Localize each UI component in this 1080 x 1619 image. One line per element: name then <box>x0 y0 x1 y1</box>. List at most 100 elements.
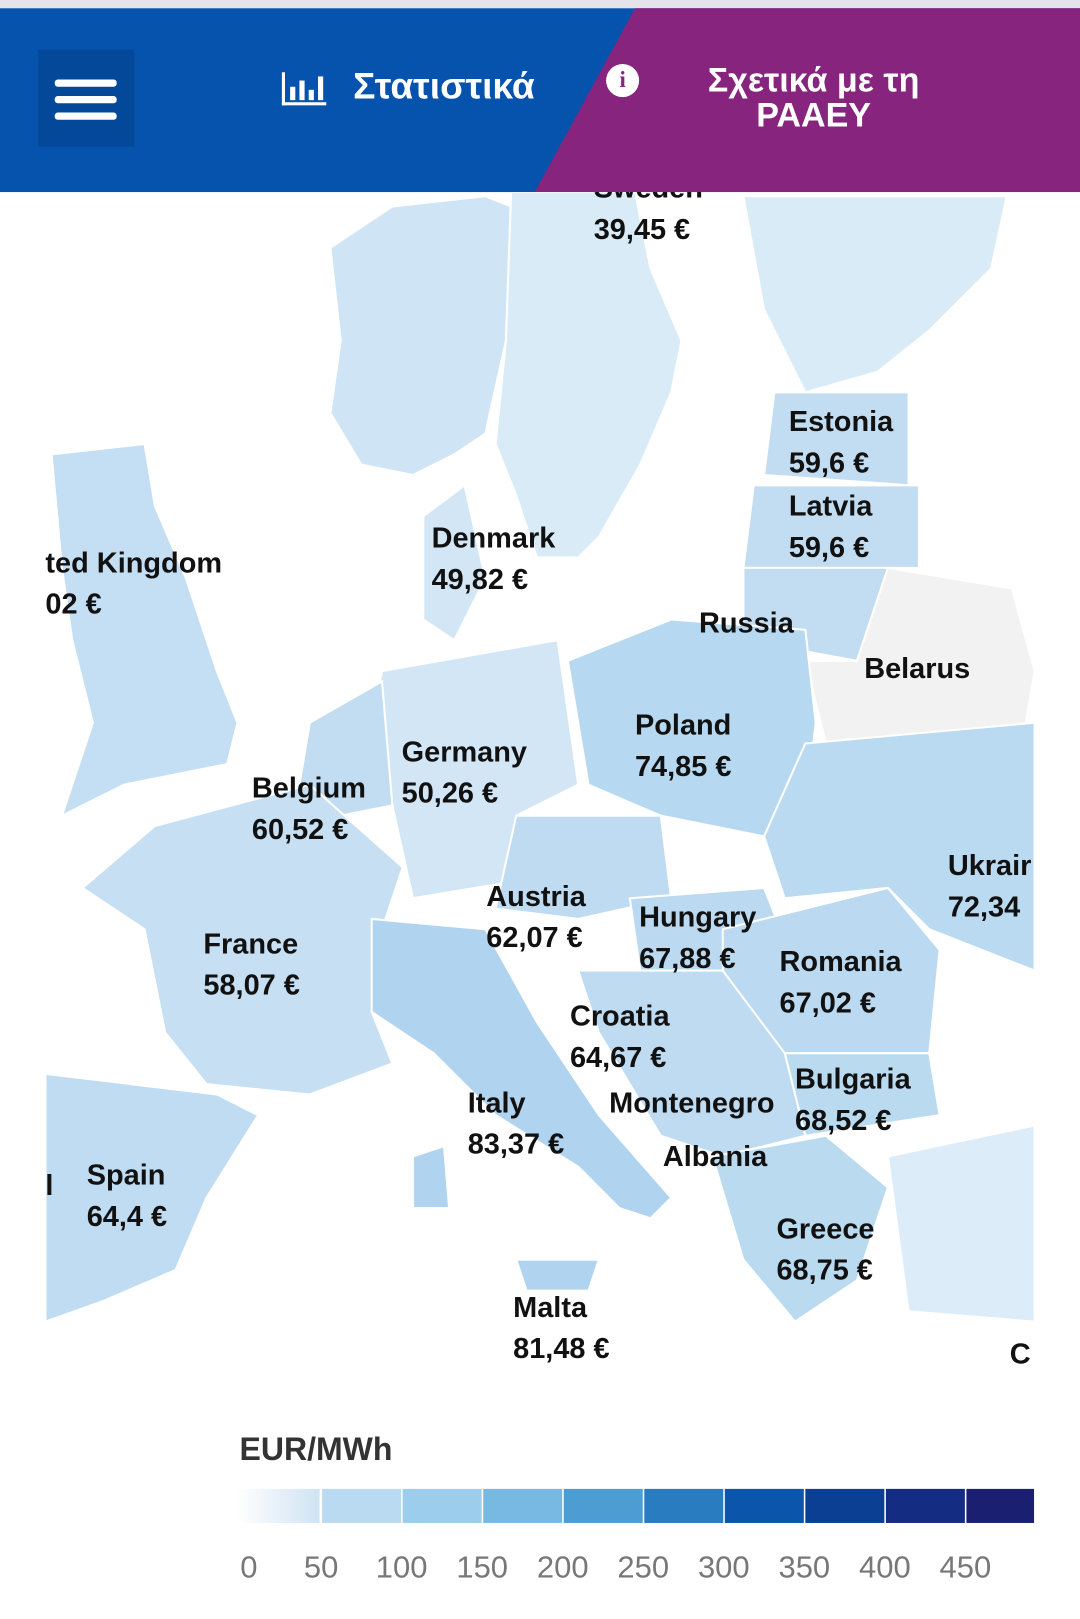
country-name: Bulgaria <box>795 1064 912 1096</box>
country-name: Estonia <box>789 406 894 438</box>
legend-tick-label: 300 <box>698 1550 750 1585</box>
country-name: Italy <box>468 1087 526 1119</box>
legend-segment <box>237 1488 320 1523</box>
country-name: Romania <box>780 946 903 978</box>
nav-about[interactable]: Σχετικά με τη <box>708 62 920 100</box>
legend-tick-label: 200 <box>537 1550 589 1585</box>
country-shape <box>762 721 1035 972</box>
country-shape <box>742 195 1008 394</box>
info-glyph: i <box>619 67 625 92</box>
country-name: Malta <box>513 1292 588 1324</box>
country-name: Belarus <box>864 653 970 685</box>
country-name: Ukrair <box>948 850 1032 882</box>
country-name: Austria <box>486 881 587 913</box>
icon-part <box>308 89 314 101</box>
country-name: Croatia <box>570 1001 671 1033</box>
country-price: 67,88 € <box>639 943 735 975</box>
icon-part <box>290 86 296 101</box>
country-name: Russia <box>699 607 795 639</box>
country-price: 74,85 € <box>635 751 731 783</box>
legend-tick-label: 250 <box>617 1550 669 1585</box>
country-price: 64,67 € <box>570 1042 666 1074</box>
country-price: 58,07 € <box>203 970 299 1002</box>
icon-part <box>299 80 305 101</box>
country-shape <box>45 1072 260 1323</box>
legend-segment <box>966 1488 1035 1523</box>
info-icon <box>606 64 640 98</box>
country-name: Sweden <box>594 173 703 205</box>
icon-part <box>281 102 327 106</box>
country-price: 67,02 € <box>780 987 876 1019</box>
nav-stats[interactable]: Στατιστικά <box>353 65 535 107</box>
country-name: France <box>203 928 298 960</box>
country-name: Montenegro <box>609 1087 774 1119</box>
country-shape <box>886 1124 1035 1323</box>
legend-segment <box>563 1488 643 1523</box>
country-shape <box>50 442 239 818</box>
country-name: C <box>1010 1338 1031 1370</box>
country-name: Denmark <box>432 523 557 555</box>
country-shape <box>494 814 673 920</box>
country-shape <box>711 1134 890 1323</box>
country-price: 49,82 € <box>432 564 528 596</box>
country-shape <box>298 679 394 817</box>
country-shape <box>742 484 920 569</box>
country-shape <box>329 195 513 477</box>
legend-segment <box>483 1488 563 1523</box>
legend-tick-label: 400 <box>859 1550 911 1585</box>
country-price: 72,34 <box>948 891 1020 923</box>
menu-line <box>54 96 117 104</box>
country-name: Spain <box>87 1160 166 1192</box>
country-name: Hungary <box>639 902 756 934</box>
legend-segment <box>402 1488 482 1523</box>
legend-tick-label: 150 <box>456 1550 508 1585</box>
country-price: 60,52 € <box>252 814 348 846</box>
legend-tick-label: 350 <box>778 1550 830 1585</box>
country-shape <box>80 783 404 1096</box>
country-price: 68,52 € <box>795 1105 891 1137</box>
country-price: 83,37 € <box>468 1129 564 1161</box>
country-price: 59,6 € <box>789 532 869 564</box>
menu-button[interactable] <box>38 49 135 147</box>
country-shape <box>514 1258 601 1292</box>
country-price: 64,4 € <box>87 1201 167 1233</box>
country-price: 62,07 € <box>486 922 582 954</box>
country-price: 59,6 € <box>789 447 869 479</box>
menu-line <box>54 112 117 120</box>
country-name: Albania <box>663 1141 768 1173</box>
legend-segment <box>644 1488 724 1523</box>
menu-line <box>54 79 117 87</box>
country-shape <box>422 483 487 642</box>
country-price: 68,75 € <box>776 1255 872 1287</box>
country-shape <box>370 917 673 1220</box>
country-name: Poland <box>635 710 731 742</box>
legend-segment <box>885 1488 965 1523</box>
country-price: 02 € <box>45 589 101 621</box>
stats-icon <box>281 72 327 106</box>
country-name: l <box>45 1170 53 1202</box>
legend-segment <box>724 1488 804 1523</box>
status-strip <box>0 0 1080 9</box>
legend-tick-label: 100 <box>376 1550 428 1585</box>
country-price: 50,26 € <box>402 778 498 810</box>
country-name: ted Kingdom <box>45 547 222 579</box>
country-price: 81,48 € <box>513 1333 609 1365</box>
legend: 0 50 100 150 200 250 300 350 400 450 <box>237 1488 1035 1585</box>
country-name: Belgium <box>252 773 366 805</box>
legend-segment <box>805 1488 885 1523</box>
legend-segment <box>322 1488 402 1523</box>
icon-part <box>281 72 285 106</box>
legend-tick-label: 450 <box>940 1550 992 1585</box>
about-tab[interactable] <box>534 8 1080 193</box>
icon-part <box>318 76 324 101</box>
nav-about[interactable]: ΡΑΑΕΥ <box>756 97 871 135</box>
country-shape <box>411 1144 451 1210</box>
country-name: Latvia <box>789 491 873 523</box>
country-price: 39,45 € <box>594 214 690 246</box>
country-name: Greece <box>776 1213 874 1245</box>
country-name: Germany <box>402 736 527 768</box>
legend-tick-label: 50 <box>304 1550 338 1585</box>
legend-tick-label: 0 <box>240 1550 257 1585</box>
